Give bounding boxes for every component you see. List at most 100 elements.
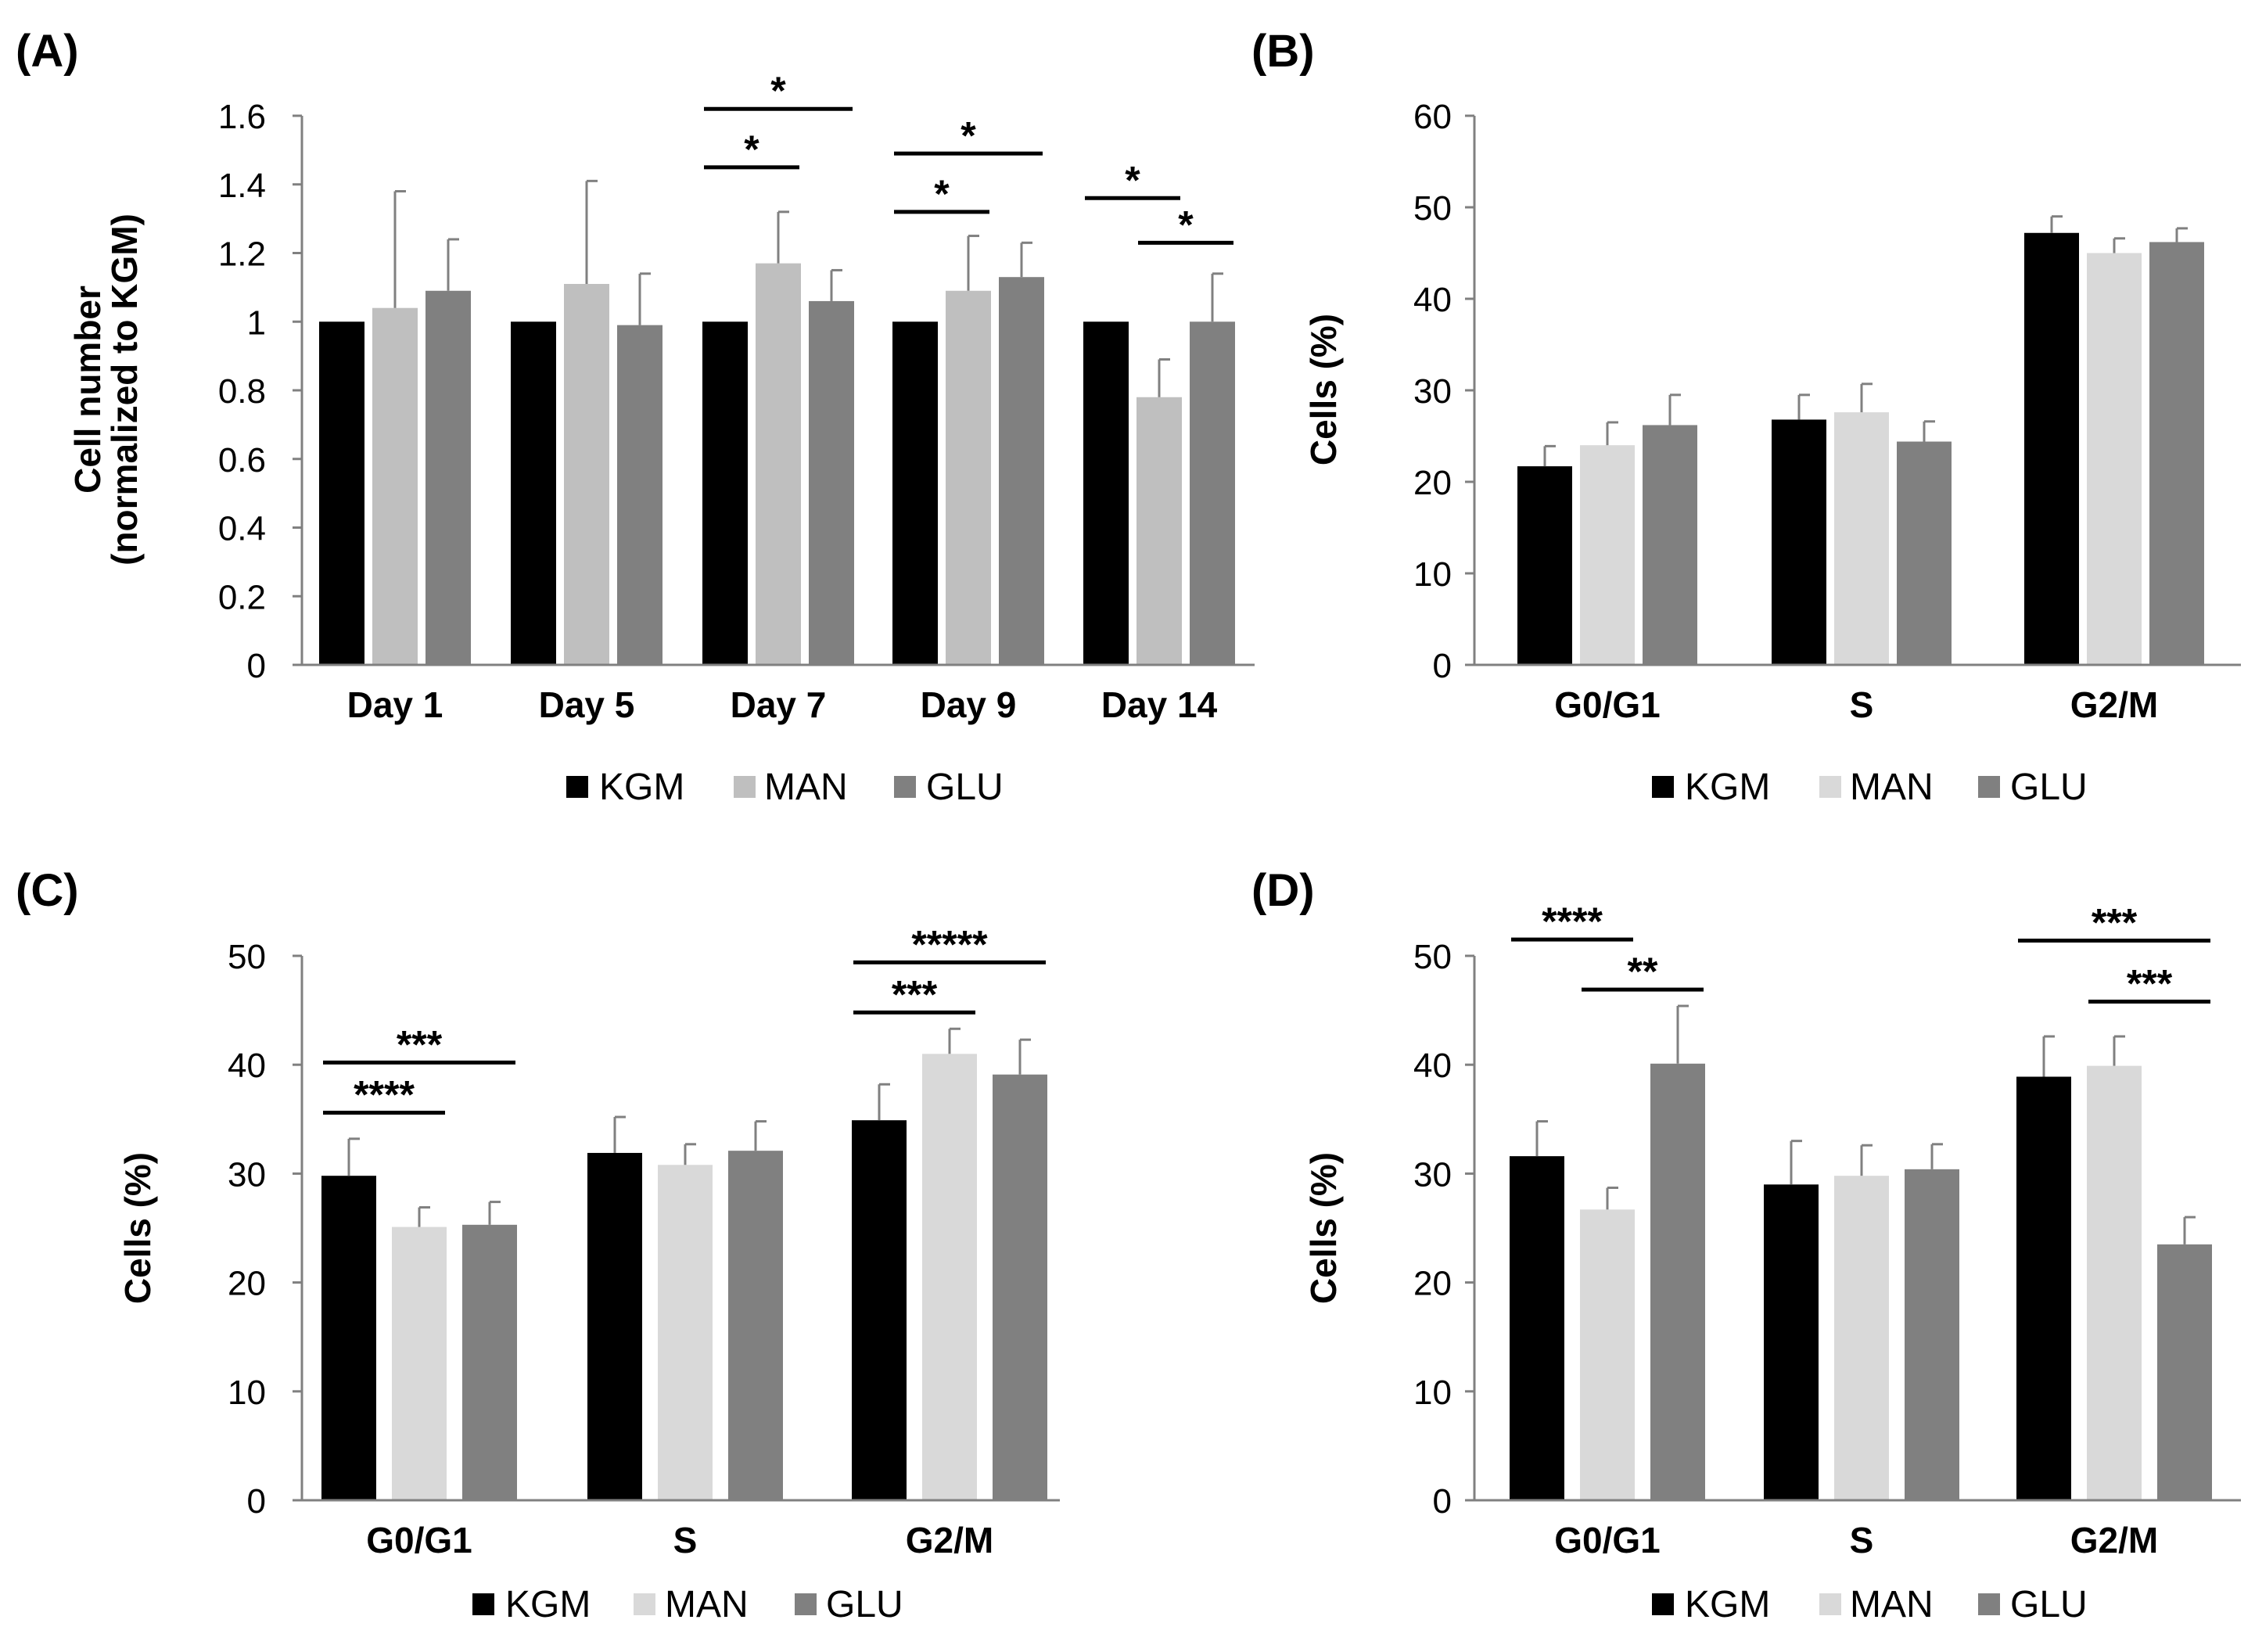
legend-label: MAN [1850, 767, 1934, 808]
x-tick-label: G0/G1 [1554, 684, 1661, 725]
bar-kgm-1 [511, 321, 556, 665]
significance-label: *** [892, 972, 938, 1016]
legend-label: GLU [826, 1584, 903, 1625]
x-tick-label: G0/G1 [366, 1520, 472, 1560]
legend-label: MAN [1850, 1584, 1934, 1625]
bar-man-2 [922, 1054, 977, 1500]
y-tick-label: 1.2 [218, 235, 266, 274]
legend-label: KGM [1685, 1584, 1770, 1625]
y-axis-label: (normalized to KGM) [104, 214, 145, 566]
bar-glu-1 [728, 1151, 783, 1500]
significance-label: *** [397, 1022, 443, 1066]
legend-swatch-man [1819, 1593, 1841, 1615]
legend-swatch-kgm [1652, 1593, 1674, 1615]
y-tick-label: 20 [1413, 464, 1452, 502]
y-tick-label: 40 [1413, 281, 1452, 319]
panel-label: (A) [16, 26, 79, 77]
bar-kgm-2 [852, 1120, 907, 1500]
bar-man-0 [1580, 445, 1635, 665]
y-tick-label: 20 [228, 1265, 266, 1303]
significance-label: * [1178, 203, 1194, 246]
bar-kgm-0 [1510, 1156, 1564, 1500]
y-tick-label: 0 [247, 1482, 266, 1521]
y-tick-label: 0 [247, 647, 266, 685]
bar-kgm-1 [587, 1152, 642, 1500]
significance-label: * [934, 172, 950, 216]
bar-kgm-1 [1772, 419, 1826, 665]
bar-kgm-4 [1083, 321, 1129, 665]
bar-glu-1 [1897, 441, 1952, 665]
bar-kgm-0 [319, 321, 364, 665]
y-tick-label: 20 [1413, 1265, 1452, 1303]
bar-glu-0 [426, 290, 471, 665]
bar-glu-2 [2157, 1244, 2212, 1500]
y-tick-label: 0.8 [218, 372, 266, 411]
y-axis-label: Cells (%) [117, 1152, 158, 1304]
significance-label: ** [1628, 950, 1658, 993]
bar-kgm-0 [321, 1176, 376, 1500]
x-tick-label: S [673, 1520, 698, 1560]
y-tick-label: 1.6 [218, 98, 266, 136]
bar-man-1 [658, 1165, 713, 1500]
y-tick-label: 60 [1413, 98, 1452, 136]
significance-label: * [770, 69, 786, 113]
legend-label: MAN [665, 1584, 749, 1625]
legend-swatch-glu [1978, 776, 2000, 798]
bar-man-4 [1136, 397, 1182, 665]
significance-label: * [1125, 158, 1140, 202]
bar-glu-1 [617, 325, 662, 665]
bar-man-2 [2087, 253, 2142, 665]
x-tick-label: G2/M [2070, 684, 2158, 725]
chart-panel-b: (B) Cells (%) 0 10 20 30 40 50 60 G0/G1 S G2/M KGM MA… [1251, 26, 2241, 808]
y-tick-label: 50 [1413, 938, 1452, 976]
legend-label: GLU [926, 767, 1004, 808]
y-tick-label: 40 [228, 1047, 266, 1085]
legend-label: KGM [599, 767, 684, 808]
y-axis-label: Cells (%) [1303, 1152, 1344, 1304]
y-tick-label: 0 [1433, 1482, 1452, 1521]
y-tick-label: 1.4 [218, 167, 266, 205]
bar-glu-4 [1190, 321, 1235, 665]
x-tick-label: Day 7 [731, 684, 827, 725]
significance-label: **** [1542, 900, 1603, 943]
legend-label: GLU [2010, 767, 2088, 808]
y-tick-label: 0.2 [218, 578, 266, 616]
chart-panel-a: (A) Cell number(normalized to KGM) 0 0.2 0.4… [16, 26, 1255, 808]
legend-swatch-kgm [566, 776, 588, 798]
y-tick-label: 10 [1413, 1374, 1452, 1412]
significance-label: ***** [911, 922, 988, 966]
significance-label: * [744, 127, 759, 171]
legend-label: MAN [764, 767, 848, 808]
bar-man-0 [1580, 1209, 1635, 1500]
bar-kgm-0 [1517, 466, 1572, 665]
legend-swatch-glu [795, 1593, 817, 1615]
y-tick-label: 10 [1413, 555, 1452, 594]
panel-label: (C) [16, 865, 79, 916]
legend-swatch-man [1819, 776, 1841, 798]
bar-kgm-1 [1764, 1184, 1819, 1500]
x-tick-label: Day 9 [921, 684, 1017, 725]
legend-label: GLU [2010, 1584, 2088, 1625]
y-tick-label: 30 [1413, 372, 1452, 411]
bar-glu-0 [462, 1224, 517, 1500]
y-tick-label: 40 [1413, 1047, 1452, 1085]
bar-man-0 [372, 307, 418, 665]
bar-man-1 [1834, 412, 1889, 665]
legend-label: KGM [1685, 767, 1770, 808]
bar-glu-2 [993, 1074, 1047, 1500]
panel-label: (B) [1251, 26, 1315, 77]
bar-man-0 [392, 1226, 447, 1500]
y-tick-label: 1 [247, 303, 266, 342]
bar-man-3 [946, 290, 991, 665]
panel-label: (D) [1251, 865, 1315, 916]
y-tick-label: 30 [228, 1155, 266, 1194]
bar-glu-0 [1643, 425, 1697, 665]
legend-swatch-kgm [1652, 776, 1674, 798]
bar-man-1 [1834, 1176, 1889, 1500]
bar-kgm-2 [2016, 1076, 2071, 1500]
bar-man-2 [756, 263, 801, 666]
significance-label: * [961, 113, 976, 157]
bar-man-2 [2087, 1065, 2142, 1500]
